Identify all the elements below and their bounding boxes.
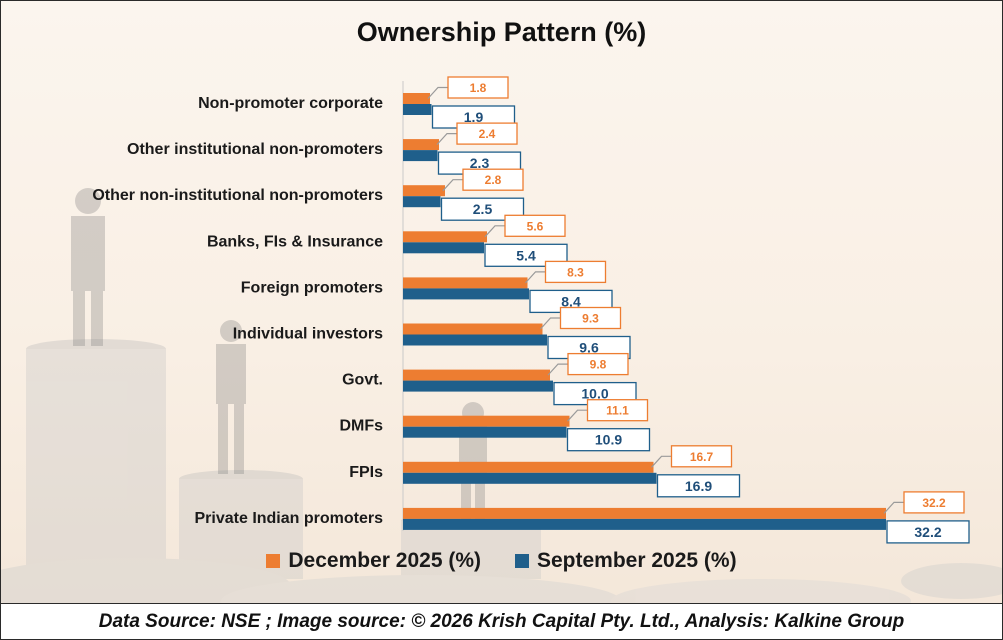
bar-december [403, 461, 654, 473]
data-label-leader [427, 86, 448, 99]
bar-september [403, 380, 553, 392]
chart-legend: December 2025 (%) September 2025 (%) [1, 549, 1002, 573]
data-label-box [456, 122, 518, 145]
bar-december [403, 507, 886, 519]
data-label-december: 8.3 [567, 265, 584, 279]
legend-item-september: September 2025 (%) [515, 549, 737, 573]
data-label-december: 32.2 [922, 496, 946, 510]
data-label-box [504, 214, 566, 237]
category-label: FPIs [349, 464, 383, 481]
data-label-box [440, 197, 525, 221]
bar-september [403, 334, 547, 346]
data-label-box [544, 260, 607, 284]
coin-stacks-illustration [1, 339, 1002, 627]
bar-december [403, 415, 570, 427]
bar-december [403, 277, 528, 289]
data-label-december: 9.8 [590, 358, 607, 372]
data-label-box [886, 520, 970, 544]
data-label-december: 11.1 [606, 404, 629, 418]
data-label-leader [442, 179, 463, 192]
category-label: Other institutional non-promoters [127, 141, 383, 158]
data-label-leader [883, 501, 904, 514]
bar-december [403, 185, 445, 197]
bar-september [403, 288, 529, 300]
category-label: Individual investors [233, 326, 383, 343]
data-label-september: 9.6 [579, 340, 599, 356]
data-label-leader [436, 133, 457, 146]
data-label-september: 32.2 [914, 524, 941, 540]
bar-december [403, 139, 439, 151]
data-label-leader [540, 317, 561, 330]
legend-swatch-september [515, 554, 529, 568]
data-label-december: 16.7 [690, 450, 714, 464]
category-label: Other non-institutional non-promoters [92, 187, 383, 204]
data-label-box [903, 491, 965, 514]
data-label-december: 5.6 [527, 219, 544, 233]
category-label: Foreign promoters [241, 279, 383, 296]
data-label-box [447, 76, 509, 99]
data-label-box [559, 306, 622, 330]
data-label-september: 10.9 [595, 432, 622, 448]
bar-december [403, 323, 543, 335]
data-label-september: 10.0 [581, 386, 608, 402]
bar-september [403, 518, 886, 530]
data-label-leader [651, 455, 672, 468]
data-label-leader [484, 225, 505, 238]
data-label-box [566, 428, 651, 452]
data-label-leader [567, 409, 588, 422]
data-label-box [656, 474, 741, 498]
data-label-september: 2.5 [473, 201, 493, 217]
data-label-september: 1.9 [464, 109, 484, 125]
category-label: Non-promoter corporate [198, 95, 383, 112]
footer-source-note: Data Source: NSE ; Image source: © 2026 … [1, 603, 1002, 639]
data-label-box [462, 168, 524, 191]
legend-label-december: December 2025 (%) [288, 549, 481, 572]
bar-december [403, 93, 430, 104]
bar-september [403, 472, 657, 484]
data-label-box [567, 352, 629, 376]
category-label: DMFs [339, 418, 383, 435]
category-label: Govt. [342, 372, 383, 389]
bar-december [403, 369, 550, 381]
bar-september [403, 150, 438, 162]
bar-september [403, 426, 567, 438]
data-label-december: 9.3 [582, 312, 599, 326]
data-label-december: 2.8 [485, 173, 502, 187]
data-label-september: 5.4 [516, 247, 536, 263]
data-label-december: 1.8 [470, 81, 487, 95]
legend-label-september: September 2025 (%) [537, 549, 737, 572]
data-label-september: 2.3 [470, 155, 490, 171]
data-label-december: 2.4 [479, 127, 496, 141]
bar-december [403, 231, 487, 243]
category-label: Banks, FIs & Insurance [207, 233, 383, 250]
data-label-leader [547, 363, 568, 376]
chart-title: Ownership Pattern (%) [356, 17, 647, 47]
legend-swatch-december [266, 554, 281, 568]
data-label-leader [525, 271, 546, 284]
legend-item-december: December 2025 (%) [266, 549, 481, 573]
bar-september [403, 196, 441, 208]
data-label-box [670, 445, 733, 468]
category-label: Private Indian promoters [195, 510, 384, 527]
data-label-box [586, 399, 649, 422]
data-label-september: 8.4 [561, 293, 581, 309]
bar-chart: Non-promoter corporate 1.8 1.9 Other instit… [92, 76, 970, 544]
data-label-september: 16.9 [685, 478, 712, 494]
bar-september [403, 242, 484, 254]
bar-september [403, 104, 432, 115]
